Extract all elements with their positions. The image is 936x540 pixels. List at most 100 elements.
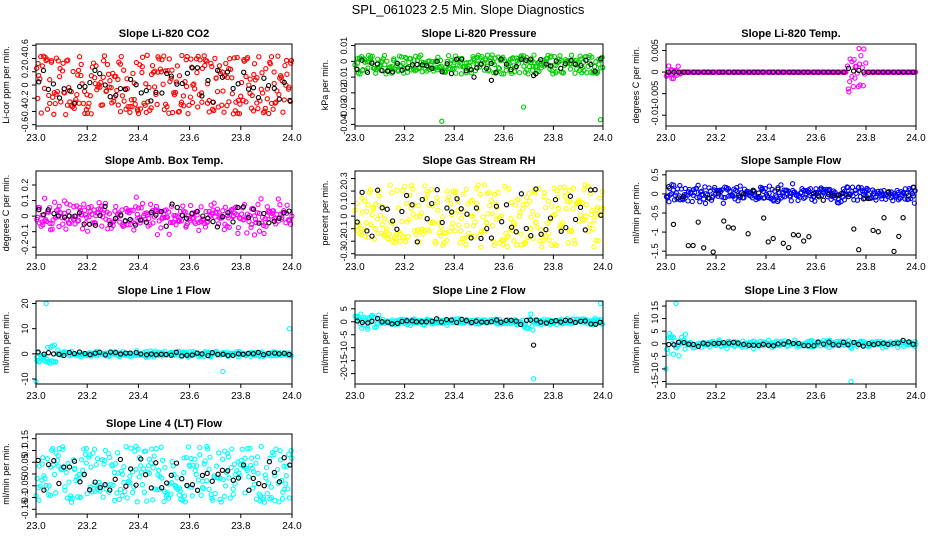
data-point — [176, 73, 183, 79]
data-point — [369, 53, 375, 59]
y-tick-label: 0.1 — [20, 194, 30, 207]
data-point — [478, 61, 484, 67]
data-point — [101, 53, 108, 59]
data-point — [78, 457, 85, 463]
data-point — [102, 200, 109, 207]
data-point — [503, 61, 510, 67]
data-point — [463, 186, 469, 192]
data-point — [250, 468, 257, 475]
data-point — [901, 190, 907, 197]
data-point — [266, 220, 272, 226]
data-point — [138, 351, 144, 357]
data-point — [166, 231, 172, 237]
data-point — [251, 61, 258, 67]
data-point — [755, 69, 761, 75]
data-point — [250, 351, 257, 357]
data-point — [808, 337, 815, 344]
data-point — [670, 75, 677, 82]
data-point — [51, 342, 58, 348]
data-point — [276, 91, 282, 98]
data-point — [801, 238, 807, 244]
data-point — [221, 109, 227, 115]
data-point — [387, 182, 393, 188]
data-point — [173, 349, 180, 355]
data-point — [163, 223, 169, 229]
data-point — [128, 97, 135, 103]
data-point — [724, 345, 730, 351]
data-point — [766, 183, 773, 189]
data-point — [164, 214, 171, 221]
data-point — [206, 109, 212, 115]
data-point — [55, 453, 61, 459]
x-tick-label: 24.0 — [906, 133, 926, 144]
data-point — [389, 66, 395, 72]
data-point — [186, 102, 192, 108]
x-tick-label: 23.4 — [444, 391, 464, 402]
y-tick-label: -5 — [339, 331, 349, 339]
data-point — [154, 231, 161, 238]
data-point — [104, 61, 111, 68]
data-point — [365, 202, 371, 208]
x-tick-label: 23.0 — [656, 133, 676, 144]
data-point — [572, 241, 578, 247]
chart-title: Slope Li-820 CO2 — [119, 28, 209, 40]
x-tick-label: 24.0 — [282, 521, 302, 532]
data-point — [158, 208, 164, 215]
data-point — [151, 84, 158, 90]
data-point — [805, 69, 811, 75]
data-point — [184, 70, 191, 76]
data-point — [489, 52, 495, 58]
data-point — [851, 226, 857, 232]
data-point — [561, 184, 567, 190]
data-point — [498, 319, 504, 325]
x-tick-label: 23.4 — [129, 391, 149, 402]
data-point — [119, 492, 125, 499]
data-point — [201, 485, 207, 492]
data-point — [194, 65, 201, 71]
chart-title: Slope Line 1 Flow — [118, 285, 211, 297]
data-point — [389, 218, 396, 224]
page-title: SPL_061023 2.5 Min. Slope Diagnostics — [351, 2, 585, 17]
data-point — [286, 208, 292, 214]
data-point — [227, 56, 233, 62]
data-point — [359, 209, 366, 215]
data-point — [236, 111, 243, 117]
data-point — [158, 444, 164, 450]
data-point — [900, 69, 907, 75]
data-point — [910, 69, 916, 75]
data-point — [891, 69, 897, 75]
data-point — [582, 227, 588, 233]
data-point — [364, 208, 370, 215]
y-tick-label: -0.3 — [339, 246, 349, 262]
data-point — [48, 344, 54, 350]
data-point — [372, 225, 378, 232]
data-point — [533, 219, 539, 226]
data-point — [846, 89, 852, 95]
data-point — [390, 69, 396, 75]
data-point — [179, 353, 185, 359]
data-point — [488, 60, 494, 67]
data-point — [115, 76, 121, 83]
data-point — [716, 340, 722, 346]
data-point — [880, 69, 886, 75]
data-point — [106, 211, 113, 217]
data-point — [214, 67, 221, 74]
data-point — [213, 75, 219, 81]
data-point — [247, 76, 253, 82]
data-point — [84, 490, 90, 497]
data-point — [670, 351, 677, 357]
data-point — [567, 193, 574, 199]
data-point — [855, 185, 862, 191]
data-point — [225, 352, 231, 359]
data-point — [547, 215, 554, 221]
data-point — [112, 215, 119, 222]
data-point — [223, 60, 229, 67]
data-point — [741, 341, 747, 348]
data-point — [202, 458, 208, 464]
data-point — [288, 447, 294, 454]
data-point — [205, 215, 211, 221]
data-point — [282, 62, 288, 69]
data-point — [205, 77, 211, 84]
data-point — [140, 466, 147, 472]
y-tick-label: -0.02 — [339, 83, 349, 104]
